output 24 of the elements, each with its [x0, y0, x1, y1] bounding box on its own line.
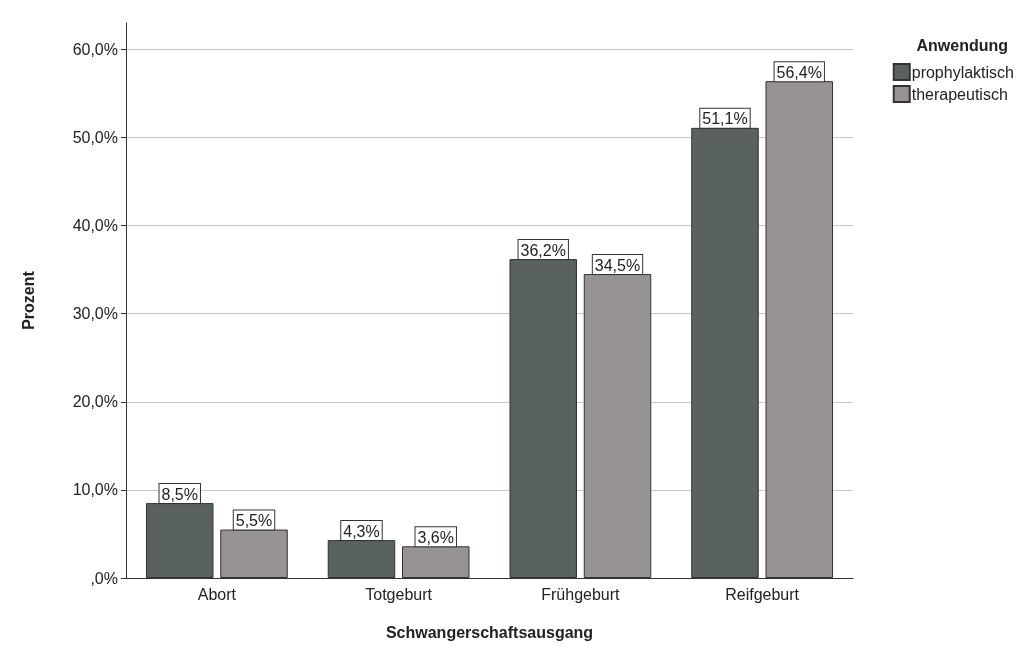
data-label: 51,1% [702, 110, 748, 128]
y-tick-label: 60,0% [72, 40, 118, 58]
data-label: 34,5% [594, 256, 641, 274]
data-label: 3,6% [417, 528, 454, 546]
data-label: 5,5% [235, 512, 273, 530]
y-tick-label: 50,0% [72, 129, 118, 147]
data-label: 36,2% [520, 241, 566, 259]
legend-label: therapeutisch [911, 85, 1008, 103]
y-tick-label: 30,0% [72, 305, 118, 323]
data-label: 8,5% [161, 485, 198, 503]
x-axis-title: Schwangerschaftsausgang [385, 623, 594, 641]
x-tick-label: Reifgeburt [725, 585, 800, 603]
data-label: 56,4% [776, 63, 822, 81]
legend-title: Anwendung [916, 36, 1009, 54]
x-tick-label: Totgeburt [365, 585, 433, 603]
y-tick-label: 40,0% [72, 217, 118, 235]
y-tick-label: ,0% [90, 569, 118, 587]
y-tick-label: 20,0% [72, 393, 118, 411]
y-tick-label: 10,0% [72, 481, 118, 499]
legend-label: prophylaktisch [911, 63, 1015, 81]
y-axis-title: Prozent [19, 270, 37, 330]
x-tick-label: Frühgeburt [541, 585, 621, 603]
data-label: 4,3% [343, 522, 380, 540]
x-tick-label: Abort [197, 585, 237, 603]
